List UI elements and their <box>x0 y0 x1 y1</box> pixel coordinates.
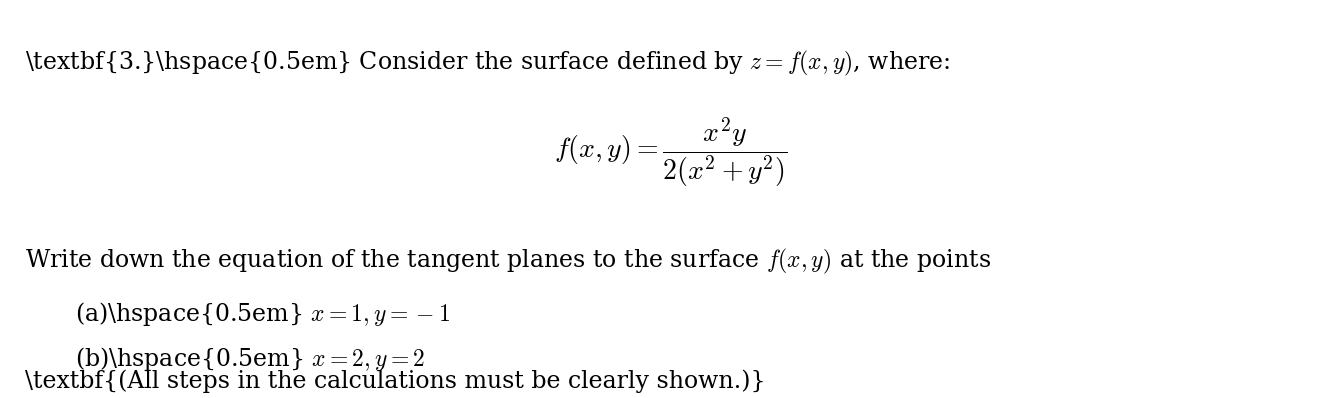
Text: (b)\hspace{0.5em} $x = 2, y = 2$: (b)\hspace{0.5em} $x = 2, y = 2$ <box>75 345 425 373</box>
Text: (a)\hspace{0.5em} $x = 1, y = -1$: (a)\hspace{0.5em} $x = 1, y = -1$ <box>75 300 450 328</box>
Text: Write down the equation of the tangent planes to the surface $f(x, y)$ at the po: Write down the equation of the tangent p… <box>25 246 992 275</box>
Text: \textbf{(All steps in the calculations must be clearly shown.)}: \textbf{(All steps in the calculations m… <box>25 369 766 393</box>
Text: \textbf{3.}\hspace{0.5em} Consider the surface defined by $z = f(x, y)$, where:: \textbf{3.}\hspace{0.5em} Consider the s… <box>25 49 950 78</box>
Text: $f(x, y) = \dfrac{x^2 y}{2(x^2 + y^2)}$: $f(x, y) = \dfrac{x^2 y}{2(x^2 + y^2)}$ <box>554 115 788 189</box>
